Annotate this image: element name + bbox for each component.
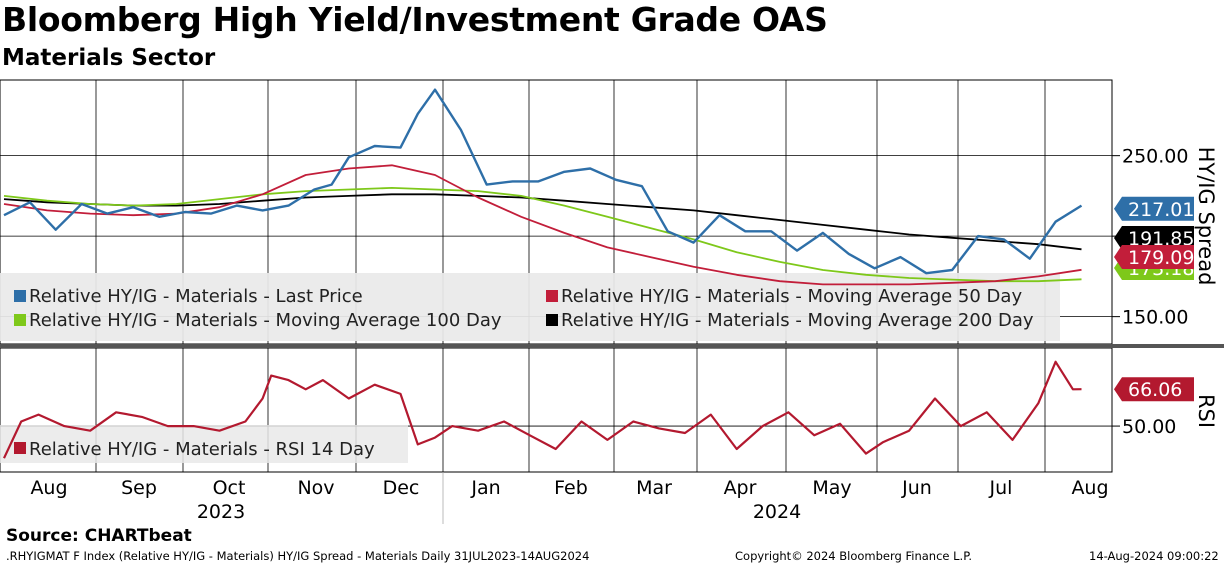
x-axis-label-0: Aug [30, 477, 67, 499]
rsi-line [3, 360, 1082, 459]
x-axis-label-10: Jun [901, 477, 932, 499]
ytick-label-spread-250: 250.00 [1122, 146, 1188, 168]
rsi-legend: Relative HY/IG - Materials - RSI 14 Day [0, 425, 408, 463]
ytick-label-spread-150: 150.00 [1122, 307, 1188, 329]
rsi-legend-label: Relative HY/IG - Materials - RSI 14 Day [29, 439, 375, 460]
last-value-tag-price: 217.01 [1128, 199, 1194, 221]
x-axis-label-2: Oct [213, 477, 246, 499]
copyright-note: Copyright© 2024 Bloomberg Finance L.P. [735, 549, 972, 563]
x-axis-label-6: Feb [554, 477, 588, 499]
x-axis-label-5: Jan [470, 477, 500, 499]
legend-swatch-0 [14, 290, 26, 302]
series-line-3 [3, 193, 1082, 251]
legend-label-3: Relative HY/IG - Materials - Moving Aver… [561, 310, 1034, 331]
series-line-1 [3, 164, 1082, 286]
source-note: Source: CHARTbeat [6, 526, 192, 546]
chart-subtitle: Materials Sector [2, 45, 216, 71]
legend-label-2: Relative HY/IG - Materials - Moving Aver… [29, 310, 502, 331]
legend-label-0: Relative HY/IG - Materials - Last Price [29, 286, 363, 307]
last-value-tag-ma50-bg [1114, 245, 1194, 269]
legend-swatch-1 [546, 290, 558, 302]
chart-title: Bloomberg High Yield/Investment Grade OA… [2, 0, 828, 39]
spread-legend: Relative HY/IG - Materials - Last Price R… [0, 273, 1060, 341]
x-axis-label-11: Jul [989, 477, 1013, 499]
x-axis-label-1: Sep [121, 477, 157, 499]
x-axis-label-7: Mar [636, 477, 672, 499]
rsi-y-axis-label: RSI [1194, 394, 1218, 428]
legend-swatch-2 [14, 314, 26, 326]
last-value-tag-ma200: 191.85 [1128, 228, 1194, 250]
spread-y-axis-label: HY/IG Spread [1194, 147, 1218, 286]
year-label-0: 2023 [197, 501, 245, 523]
series-line-2 [3, 187, 1082, 283]
series-line-0 [3, 88, 1083, 275]
spread-series-lines [3, 88, 1083, 286]
rsi-series-lines [3, 360, 1082, 459]
x-axis-label-9: May [812, 477, 851, 499]
x-axis-label-3: Nov [297, 477, 334, 499]
x-axis-label-8: Apr [724, 477, 757, 499]
x-axis-label-4: Dec [383, 477, 420, 499]
x-axis-labels: Aug Sep Oct Nov Dec Jan Feb Mar Apr May Jun Jul Aug 2… [30, 477, 1108, 523]
ytick-label-rsi-50: 50.00 [1122, 416, 1176, 438]
last-value-tag-rsi-bg [1114, 377, 1194, 402]
last-value-tag-ma50: 179.09 [1128, 247, 1194, 269]
rsi-legend-swatch [14, 442, 26, 454]
timestamp: 14-Aug-2024 09:00:22 [1089, 549, 1219, 563]
legend-swatch-3 [546, 314, 558, 326]
x-axis-label-12: Aug [1071, 477, 1108, 499]
index-description: .RHYIGMAT F Index (Relative HY/IG - Mate… [6, 549, 590, 563]
last-value-tag-price-bg [1114, 196, 1194, 221]
year-label-1: 2024 [753, 501, 801, 523]
last-value-tag-rsi: 66.06 [1128, 379, 1182, 401]
y-axis-ticks: 150.00 250.00 50.00 [1112, 146, 1188, 438]
rsi-legend-box [0, 425, 408, 463]
legend-label-1: Relative HY/IG - Materials - Moving Aver… [561, 286, 1022, 307]
last-value-tag-ma200-bg [1114, 226, 1194, 250]
